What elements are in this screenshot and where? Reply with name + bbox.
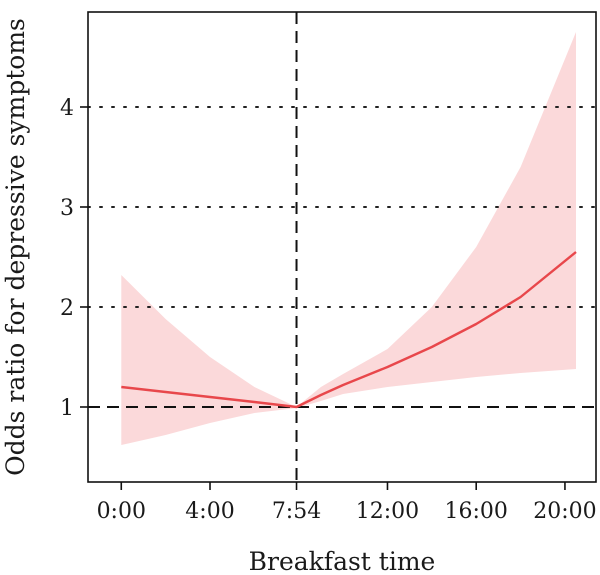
x-tick-label: 0:00 (97, 499, 146, 524)
y-tick-label: 3 (60, 196, 74, 221)
odds-ratio-line (121, 251, 577, 409)
plot-frame (87, 11, 597, 483)
x-tick-label: 4:00 (185, 499, 234, 524)
x-tick-label: 16:00 (445, 499, 508, 524)
confidence-band (121, 32, 577, 445)
y-tick-label: 2 (60, 296, 74, 321)
y-tick-label: 4 (60, 96, 74, 121)
x-tick-label: 20:00 (533, 499, 596, 524)
x-tick-label: 7:54 (272, 499, 321, 524)
x-axis-title: Breakfast time (249, 547, 436, 575)
y-axis-title: Odds ratio for depressive symptoms (1, 18, 30, 476)
y-tick-label: 1 (60, 396, 74, 421)
x-tick-label: 12:00 (356, 499, 419, 524)
